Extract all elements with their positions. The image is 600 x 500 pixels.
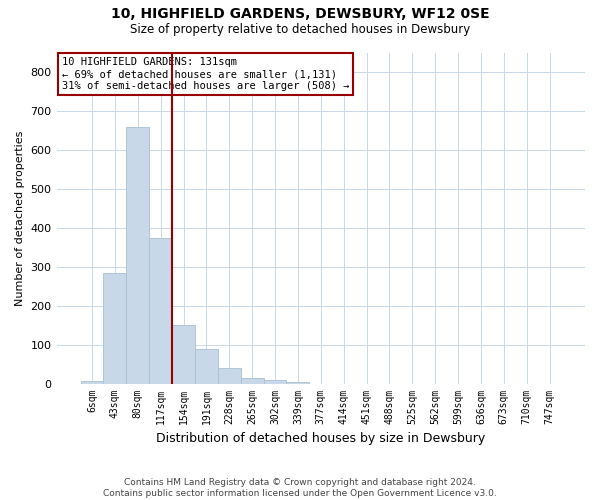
Bar (103, 272, 127, 384)
Text: 10 HIGHFIELD GARDENS: 131sqm
← 69% of detached houses are smaller (1,131)
31% of: 10 HIGHFIELD GARDENS: 131sqm ← 69% of de… (62, 58, 349, 90)
Bar (80, 381, 103, 384)
Text: Size of property relative to detached houses in Dewsbury: Size of property relative to detached ho… (130, 22, 470, 36)
Text: 10, HIGHFIELD GARDENS, DEWSBURY, WF12 0SE: 10, HIGHFIELD GARDENS, DEWSBURY, WF12 0S… (110, 8, 490, 22)
Y-axis label: Number of detached properties: Number of detached properties (15, 130, 25, 306)
Bar (218, 368, 241, 384)
Bar (149, 238, 172, 384)
X-axis label: Distribution of detached houses by size in Dewsbury: Distribution of detached houses by size … (156, 432, 485, 445)
Bar (241, 378, 263, 384)
Text: Contains HM Land Registry data © Crown copyright and database right 2024.
Contai: Contains HM Land Registry data © Crown c… (103, 478, 497, 498)
Bar (195, 348, 218, 384)
Bar (263, 380, 286, 384)
Bar (172, 325, 195, 384)
Bar (286, 382, 310, 384)
Bar (127, 126, 149, 384)
